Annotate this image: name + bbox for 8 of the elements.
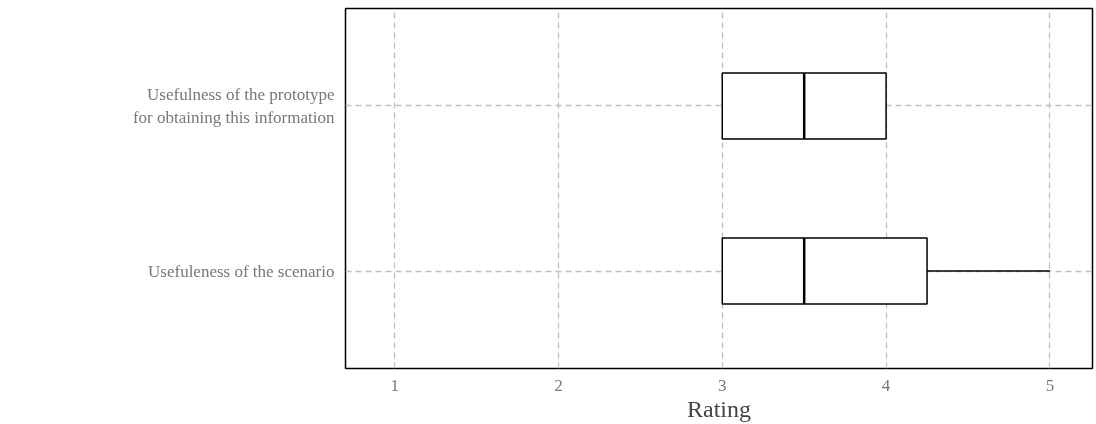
- x-tick-label: 4: [881, 375, 891, 395]
- x-tick-label: 1: [390, 375, 399, 395]
- x-axis-title: Rating: [687, 395, 751, 422]
- x-tick-label: 2: [554, 375, 563, 395]
- y-tick-label: Usefuleness of the scenario: [148, 261, 335, 281]
- x-tick-label: 5: [1045, 375, 1055, 395]
- y-tick-label: Usefulness of the prototype for obtaining this information: [132, 85, 335, 127]
- x-tick-label: 3: [718, 375, 727, 395]
